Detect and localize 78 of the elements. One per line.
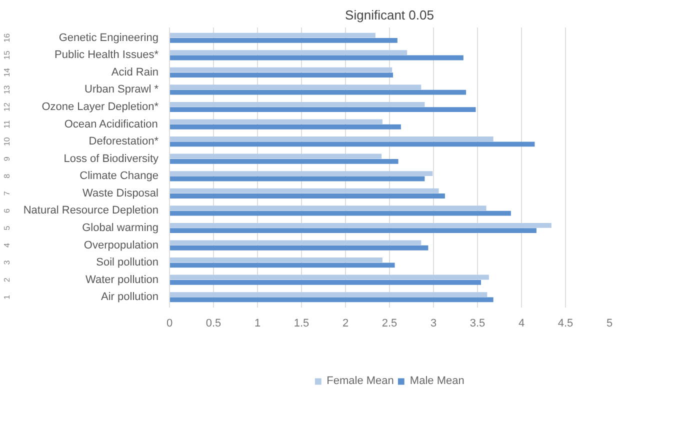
- bar: [170, 292, 488, 297]
- bar: [170, 258, 382, 262]
- x-tick-label: 2.5: [382, 318, 398, 330]
- text: 11: [2, 120, 12, 128]
- text: 12: [2, 102, 12, 112]
- bar: [170, 274, 489, 280]
- x-tick-label: 5: [606, 318, 613, 330]
- x-tick-label: 0: [166, 318, 173, 330]
- bar: [170, 280, 482, 285]
- bar: [170, 136, 494, 142]
- bar: [170, 119, 382, 124]
- text: 3: [2, 260, 12, 265]
- x-tick-label: 3: [430, 318, 437, 330]
- bar: [170, 210, 511, 216]
- y-tick-label: Overpopulation: [84, 239, 159, 252]
- text: 14: [2, 67, 12, 77]
- x-tick-label: 3.5: [470, 318, 486, 330]
- y-tick-label: Soil pollution: [96, 256, 158, 269]
- text: 1: [2, 294, 12, 300]
- y-tick-label: Ozone Layer Depletion*: [42, 101, 160, 114]
- x-tick-label: 4: [518, 318, 525, 330]
- bar: [170, 142, 535, 147]
- y-tick-label: Acid Rain: [111, 66, 158, 78]
- x-tick-label: 1.5: [294, 318, 310, 330]
- bar: [170, 107, 476, 112]
- text: 8: [2, 173, 12, 178]
- bar: [170, 228, 536, 234]
- bar: [170, 124, 401, 130]
- bar: [170, 194, 445, 198]
- text: 5: [2, 225, 12, 230]
- bar: [170, 38, 398, 43]
- y-tick-label: Urban Sprawl *: [84, 84, 160, 96]
- y-tick-label: Waste Disposal: [82, 187, 159, 200]
- bar: [170, 32, 376, 38]
- legend-label: Female Mean: [326, 375, 394, 387]
- y-tick-label: Loss of Biodiversity: [64, 152, 159, 165]
- y-tick-label: Ocean Acidification: [64, 118, 158, 130]
- text: 10: [2, 136, 12, 146]
- y-tick-label: Natural Resource Depletion: [23, 204, 159, 217]
- bar: [170, 102, 425, 107]
- text: 13: [2, 84, 12, 94]
- bar: [170, 176, 425, 182]
- y-tick-label: Genetic Engineering: [58, 32, 159, 44]
- bar: [170, 245, 428, 250]
- text: 7: [2, 190, 12, 196]
- y-tick-label: Global warming: [82, 222, 158, 234]
- y-tick-label: Air pollution: [101, 291, 159, 304]
- bar: [170, 297, 494, 302]
- text: 6: [2, 208, 12, 213]
- text: 4: [2, 242, 12, 248]
- bar: [170, 158, 398, 164]
- chart-title: Significant 0.05: [345, 8, 434, 22]
- bar: [170, 72, 394, 78]
- bar: [170, 50, 408, 56]
- bar: [170, 206, 486, 211]
- x-tick-label: 1: [254, 318, 261, 330]
- x-tick-label: 2: [342, 318, 349, 330]
- bar: [170, 90, 466, 95]
- bar: [170, 55, 464, 60]
- bar: [170, 171, 433, 176]
- text: 9: [2, 156, 12, 162]
- text: 15: [2, 50, 12, 60]
- bar: [170, 84, 422, 90]
- bar: [170, 154, 382, 159]
- text: 2: [2, 277, 12, 282]
- y-tick-label: Climate Change: [80, 170, 158, 182]
- y-tick-label: Public Health Issues*: [54, 49, 160, 62]
- bar: [170, 262, 395, 268]
- y-tick-label: Deforestation*: [88, 136, 160, 148]
- bar: [170, 67, 392, 72]
- text: 16: [2, 32, 12, 42]
- bar: [170, 222, 552, 228]
- legend-label: Male Mean: [410, 375, 464, 387]
- bar: [170, 188, 439, 194]
- x-tick-label: 4.5: [558, 318, 574, 330]
- x-tick-label: 0.5: [206, 318, 222, 330]
- bar: [170, 240, 422, 246]
- y-tick-label: Water pollution: [86, 274, 159, 286]
